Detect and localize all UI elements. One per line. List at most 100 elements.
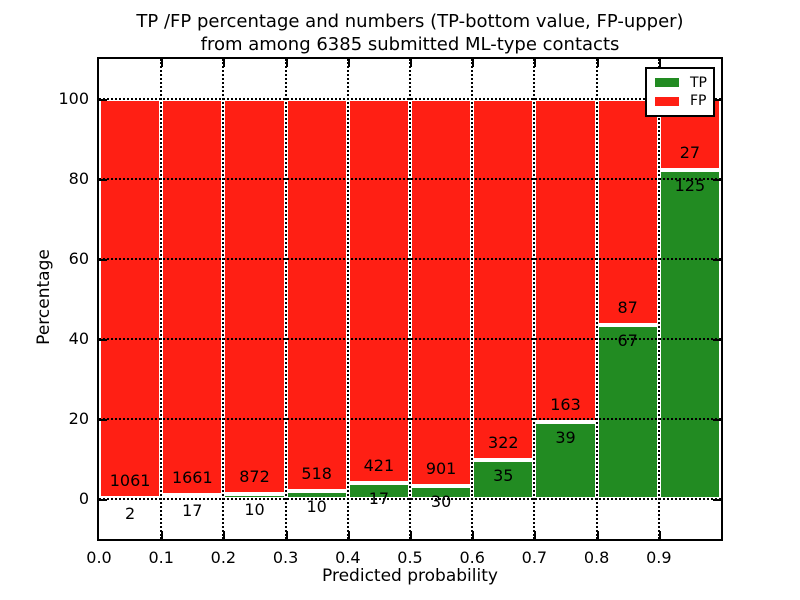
tp-bar-segment: [472, 459, 535, 499]
y-tick-label: 80: [68, 169, 89, 188]
x-axis-tick: [534, 59, 537, 67]
tp-count-label: 10: [244, 500, 265, 520]
plot-area: TP FP 0.0 0.1 0.2 0.3 0.4 0.5 0.6 0.7 0.8 0.9 0 20 4…: [58, 57, 723, 567]
fp-count-label: 421: [363, 456, 395, 476]
y-tick-label: 20: [68, 409, 89, 428]
gridline-vertical: [471, 59, 474, 539]
tp-bar-segment: [161, 494, 224, 499]
legend: TP FP: [645, 67, 715, 117]
gridline-vertical: [160, 59, 163, 539]
fp-bar-segment: [347, 99, 410, 484]
legend-item-fp: FP: [655, 94, 707, 108]
x-axis-tick: [285, 531, 288, 539]
y-tick-label: 100: [58, 89, 89, 108]
fp-count-label: 163: [550, 394, 581, 414]
fp-bar-segment: [596, 99, 659, 325]
x-axis-tick: [596, 59, 599, 67]
y-axis-tick: [99, 499, 107, 501]
y-axis-tick: [99, 339, 107, 341]
chart-title-line1: TP /FP percentage and numbers (TP-bottom…: [136, 11, 684, 32]
tp-legend-label: TP: [690, 74, 707, 91]
tp-count-label: 10: [306, 497, 327, 517]
y-tick-label: 60: [68, 249, 89, 268]
x-axis-label: Predicted probability: [322, 566, 498, 586]
x-axis-tick: [472, 59, 475, 67]
tp-bar-segment: [658, 170, 721, 499]
y-axis-tick: [713, 339, 721, 341]
x-axis-tick: [658, 59, 661, 67]
fp-count-label: 27: [679, 143, 701, 163]
fp-legend-swatch: [655, 96, 679, 106]
fp-count-label: 322: [488, 432, 519, 452]
chart-title: TP /FP percentage and numbers (TP-bottom…: [99, 10, 721, 56]
tp-count-label: 30: [430, 492, 452, 512]
y-axis-tick: [99, 259, 107, 261]
x-axis-tick: [410, 531, 412, 539]
x-axis-tick: [472, 531, 475, 539]
fp-bar-segment: [472, 99, 535, 460]
fp-bar-segment: [161, 99, 224, 495]
fp-count-label: 901: [425, 459, 457, 479]
gridline-vertical: [222, 59, 225, 539]
x-tick-label: 0.8: [583, 548, 610, 567]
gridline-vertical: [533, 59, 536, 539]
fp-bar-segment: [285, 99, 348, 492]
fp-count-label: 872: [239, 467, 270, 487]
y-axis-tick: [99, 419, 107, 421]
gridline-vertical: [346, 59, 349, 539]
tp-legend-swatch: [655, 78, 679, 88]
x-axis-tick: [223, 59, 226, 67]
fp-bar-segment: [223, 99, 286, 495]
tp-count-label: 35: [493, 465, 514, 485]
tp-bar-segment: [410, 486, 473, 499]
fp-count-label: 1661: [171, 467, 213, 487]
y-axis-tick: [713, 99, 721, 101]
fp-count-label: 518: [301, 464, 332, 484]
x-axis-tick: [161, 59, 164, 67]
gridline-vertical: [595, 59, 598, 539]
x-tick-label: 0.6: [459, 548, 485, 567]
tp-count-label: 17: [182, 500, 203, 520]
fp-bar-segment: [534, 99, 597, 422]
x-axis-tick: [347, 531, 350, 539]
y-tick-label: 0: [78, 489, 89, 508]
x-axis-tick: [658, 531, 661, 539]
x-tick-label: 0.9: [646, 548, 672, 567]
tp-count-label: 17: [368, 489, 390, 509]
tp-count-label: 2: [125, 504, 136, 524]
x-axis-tick: [410, 59, 412, 67]
x-tick-label: 0.0: [86, 548, 112, 567]
x-axis-tick: [534, 531, 537, 539]
y-axis-tick: [713, 259, 721, 261]
x-tick-label: 0.1: [148, 548, 174, 567]
tp-bar-segment: [596, 324, 659, 499]
y-tick-label: 40: [68, 329, 89, 348]
fp-count-label: 1061: [109, 471, 151, 491]
x-axis-tick: [285, 59, 288, 67]
tp-count-label: 39: [555, 427, 576, 447]
x-axis-tick: [347, 59, 350, 67]
x-tick-label: 0.2: [210, 548, 237, 567]
y-axis-tick: [713, 179, 721, 181]
fp-count-label: 87: [617, 297, 638, 317]
fp-legend-label: FP: [690, 93, 707, 110]
tp-bar-segment: [534, 421, 597, 499]
x-axis-tick: [161, 531, 164, 539]
y-axis-tick: [713, 499, 721, 501]
tp-count-label: 67: [617, 330, 638, 350]
gridline-vertical: [284, 59, 287, 539]
fp-bar-segment: [99, 99, 162, 499]
y-axis-tick: [99, 179, 107, 181]
chart-title-line2: from among 6385 submitted ML-type contac…: [200, 34, 620, 55]
fp-bar-segment: [410, 99, 473, 487]
x-axis-tick: [223, 531, 226, 539]
x-tick-label: 0.5: [397, 548, 423, 567]
y-axis-tick: [713, 419, 721, 421]
x-tick-label: 0.4: [335, 548, 361, 567]
x-axis-tick: [596, 531, 599, 539]
legend-item-tp: TP: [655, 76, 707, 90]
x-tick-label: 0.7: [521, 548, 548, 567]
tp-count-label: 125: [674, 176, 706, 196]
x-tick-label: 0.3: [272, 548, 299, 567]
